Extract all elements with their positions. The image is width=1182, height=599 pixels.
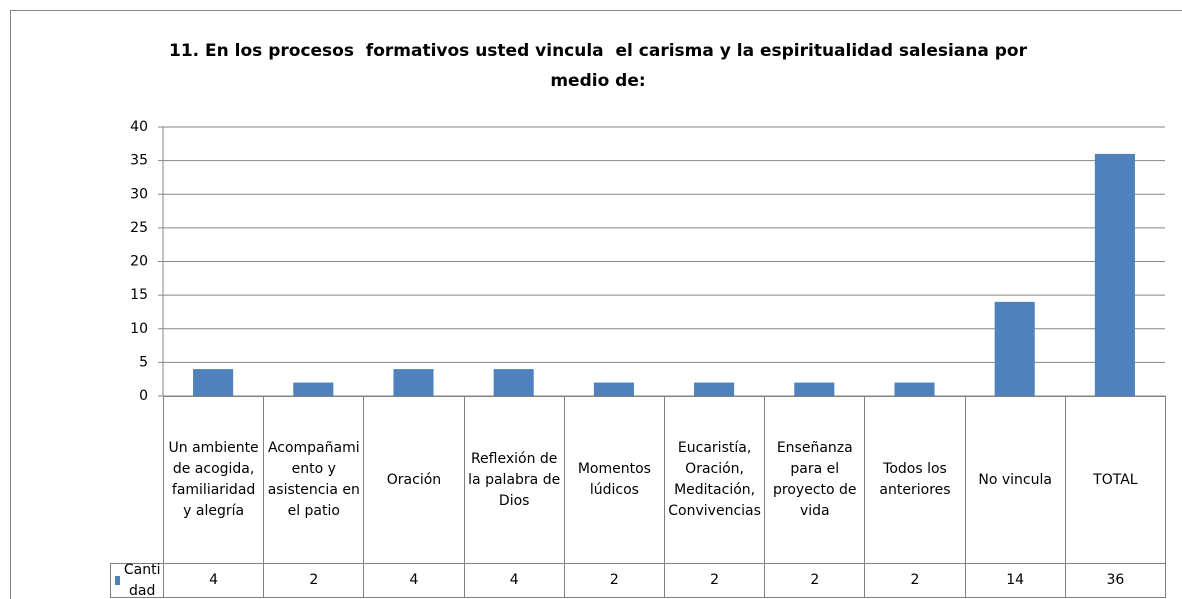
value-cell: 2 (263, 563, 365, 598)
y-tick-label: 0 (139, 388, 148, 404)
category-cell: No vincula (964, 396, 1066, 564)
category-cell: Momentos lúdicos (563, 396, 665, 564)
bar (393, 369, 434, 396)
value-cell: 14 (964, 563, 1066, 598)
category-cell: Todos los anteriores (864, 396, 966, 564)
legend-cell: Cantidad (110, 561, 164, 599)
legend-label: Cantidad (123, 561, 161, 599)
y-tick-label: 10 (130, 321, 148, 337)
value-cell: 2 (864, 563, 966, 598)
value-cell: 4 (163, 563, 265, 598)
category-cell: TOTAL (1064, 396, 1166, 564)
y-tick-label: 35 (130, 153, 148, 169)
y-tick-label: 30 (130, 186, 148, 202)
bar (293, 382, 334, 396)
bar (994, 301, 1035, 396)
category-cell: Enseñanza para el proyecto de vida (764, 396, 866, 564)
value-cell: 2 (764, 563, 866, 598)
value-cell: 2 (664, 563, 766, 598)
y-tick-label: 5 (139, 354, 148, 370)
y-tick-label: 25 (130, 220, 148, 236)
value-cell: 4 (463, 563, 565, 598)
bar (493, 369, 534, 396)
legend-swatch (115, 576, 121, 585)
category-cell: Reflexión de la palabra de Dios (463, 396, 565, 564)
y-tick-label: 15 (130, 287, 148, 303)
bar (193, 369, 234, 396)
bar (694, 382, 735, 396)
bar (794, 382, 835, 396)
category-cell: Un ambiente de acogida, familiaridad y a… (163, 396, 265, 564)
value-cell: 36 (1064, 563, 1166, 598)
bar (894, 382, 935, 396)
value-cell: 2 (563, 563, 665, 598)
y-tick-label: 40 (130, 119, 148, 135)
chart-border (10, 10, 1182, 599)
category-cell: Eucaristía, Oración, Meditación, Convive… (664, 396, 766, 564)
category-cell: Oración (363, 396, 465, 564)
category-cell: Acompañamiento y asistencia en el patio (263, 396, 365, 564)
value-cell: 4 (363, 563, 465, 598)
chart-title: 11. En los procesos formativos usted vin… (169, 41, 1033, 91)
bar (1094, 153, 1135, 396)
y-tick-label: 20 (130, 254, 148, 270)
bar (593, 382, 634, 396)
